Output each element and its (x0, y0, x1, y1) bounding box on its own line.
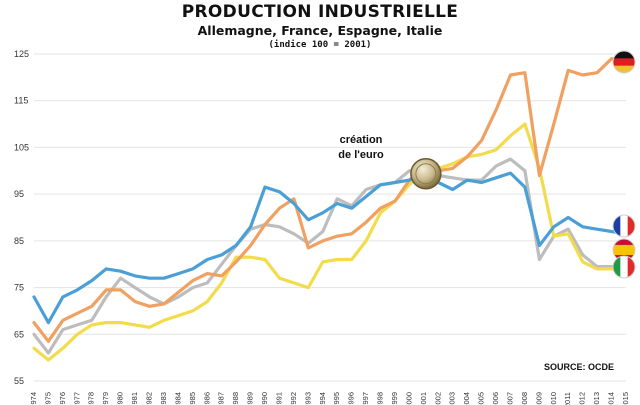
y-tick-label: 85 (14, 236, 24, 246)
x-tick-label: 1988 (231, 392, 240, 405)
x-tick-label: 2008 (520, 392, 529, 405)
series-line-allemagne (32, 57, 628, 343)
flag-stripe (613, 215, 621, 237)
flag-border (612, 214, 636, 238)
x-tick-label: 1979 (101, 392, 110, 405)
flag-border (612, 50, 636, 74)
france-flag (612, 214, 636, 238)
x-tick-label: 1991 (274, 392, 283, 405)
flag-stripe (613, 244, 635, 256)
x-tick-label: 1980 (116, 392, 125, 405)
x-tick-label: 1984 (173, 392, 182, 405)
x-tick-label: 2006 (491, 392, 500, 405)
x-tick-label: 2007 (505, 392, 514, 405)
x-tick-label: 1997 (361, 392, 370, 405)
flag-stripe (620, 256, 629, 278)
x-tick-label: 1978 (87, 392, 96, 405)
x-tick-label: 2005 (477, 392, 486, 405)
series-lines (32, 57, 628, 362)
germany-flag (612, 50, 636, 74)
flag-stripe (613, 239, 635, 246)
chart-title: PRODUCTION INDUSTRIELLE (181, 2, 459, 22)
x-tick-label: 2011 (563, 392, 572, 405)
series-line-france (32, 169, 628, 325)
x-tick-label: 2000 (404, 392, 413, 405)
flag-stripe (613, 51, 635, 59)
x-tick-label: 1975 (43, 392, 52, 405)
x-tick-label: 1998 (376, 392, 385, 405)
y-axis-ticks: 55 65 75 85 95 105 115 125 (14, 49, 29, 386)
x-tick-label: 2003 (448, 392, 457, 405)
euro-coin-icon (410, 158, 442, 190)
x-tick-label: 1992 (289, 392, 298, 405)
x-tick-label: 1974 (29, 392, 38, 405)
flag-stripe (620, 215, 629, 237)
y-tick-label: 95 (14, 189, 24, 199)
x-tick-label: 2010 (549, 392, 558, 405)
x-tick-label: 1976 (58, 392, 67, 405)
x-tick-label: 1985 (188, 392, 197, 405)
x-tick-label: 1990 (260, 392, 269, 405)
italy-flag (612, 255, 636, 279)
x-tick-label: 2015 (621, 392, 630, 405)
x-tick-label: 1977 (72, 392, 81, 405)
x-tick-label: 1994 (318, 392, 327, 405)
flag-stripes (613, 51, 635, 73)
x-tick-label: 1993 (303, 392, 312, 405)
flag-stripe (627, 256, 635, 278)
x-tick-label: 1989 (246, 392, 255, 405)
x-tick-label: 1995 (332, 392, 341, 405)
y-tick-label: 55 (14, 376, 24, 386)
y-tick-label: 65 (14, 329, 24, 339)
flag-stripe (613, 65, 635, 73)
x-tick-label: 1999 (390, 392, 399, 405)
source-label: SOURCE: OCDE (544, 362, 614, 372)
euro-annotation: création de l'euro (338, 134, 442, 190)
x-tick-label: 1981 (130, 392, 139, 405)
x-tick-label: 2004 (462, 392, 471, 405)
series-line-italie (32, 157, 628, 355)
x-tick-label: 1986 (202, 392, 211, 405)
y-tick-label: 125 (14, 49, 29, 59)
chart-index-note: (indice 100 = 2001) (268, 40, 372, 50)
annotation-text: création (340, 134, 383, 146)
flag-stripe (613, 58, 635, 67)
x-tick-label: 1996 (347, 392, 356, 405)
x-axis-ticks: 1974 1975 1976 1977 1978 1979 1980 1981 1982 1983… (29, 392, 630, 405)
x-tick-label: 1982 (144, 392, 153, 405)
flag-border (612, 255, 636, 279)
chart-subtitle: Allemagne, France, Espagne, Italie (197, 23, 443, 38)
y-tick-label: 115 (14, 96, 28, 106)
y-tick-label: 105 (14, 142, 29, 152)
x-tick-label: 2009 (534, 392, 543, 405)
x-tick-label: 2013 (592, 392, 601, 405)
x-tick-label: 2014 (607, 392, 616, 405)
euro-coin-inner-ring (415, 163, 437, 185)
flag-stripes (613, 215, 635, 237)
x-tick-label: 2002 (433, 392, 442, 405)
flag-stripe (627, 215, 635, 237)
x-tick-label: 1983 (159, 392, 168, 405)
y-tick-label: 75 (14, 283, 24, 293)
x-tick-label: 1987 (217, 392, 226, 405)
flag-legend (612, 50, 636, 279)
annotation-text: de l'euro (338, 149, 384, 161)
x-tick-label: 2001 (419, 392, 428, 405)
flag-stripe (613, 256, 621, 278)
flag-stripes (613, 256, 635, 278)
series-line-espagne (32, 122, 628, 362)
x-tick-label: 2012 (578, 392, 587, 405)
